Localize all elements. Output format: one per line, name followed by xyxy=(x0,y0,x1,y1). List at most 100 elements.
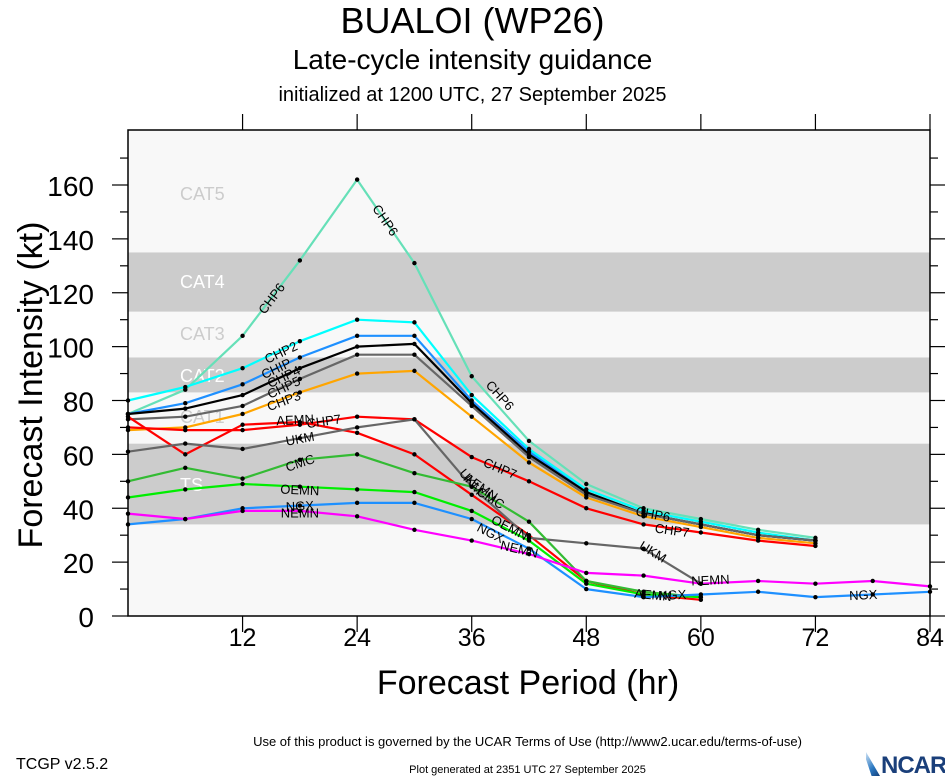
data-point-chp4 xyxy=(412,341,417,347)
data-point-chp3 xyxy=(641,514,646,519)
data-point-chp7 xyxy=(698,530,704,535)
data-point-ngx xyxy=(641,594,646,600)
band-cat3 xyxy=(128,311,930,358)
y-tick-label: 160 xyxy=(47,171,94,202)
data-point-chp3 xyxy=(297,390,303,395)
data-point-chp3 xyxy=(412,368,417,374)
data-point-oemn xyxy=(354,487,360,492)
data-point-chp6 xyxy=(412,260,417,266)
series-label-text: NGX xyxy=(285,498,314,514)
data-point-chp2 xyxy=(297,339,303,344)
data-point-cmc xyxy=(469,484,474,489)
series-label-chp6: CHP6 xyxy=(635,504,672,525)
y-tick-label: 80 xyxy=(63,387,94,418)
x-tick-label: 48 xyxy=(572,624,600,652)
data-point-chp7 xyxy=(354,414,360,419)
data-point-nemn xyxy=(698,581,704,586)
data-point-aemn xyxy=(412,452,417,457)
data-point-ngx xyxy=(870,592,875,597)
data-point-nemn xyxy=(183,516,188,522)
chart-init-time: initialized at 1200 UTC, 27 September 20… xyxy=(278,84,667,106)
data-point-ngx xyxy=(698,592,704,597)
data-point-chp7 xyxy=(469,454,474,460)
ncar-logo-text: NCAR xyxy=(881,752,945,779)
data-point-ngx xyxy=(526,546,532,551)
data-point-chp7 xyxy=(755,538,761,543)
data-point-nemn xyxy=(240,508,245,514)
x-axis-label: Forecast Period (hr) xyxy=(377,664,679,702)
data-point-chp3 xyxy=(584,495,589,500)
generated-time: Plot generated at 2351 UTC 27 September … xyxy=(409,764,646,776)
series-label-text: CHP7 xyxy=(654,520,690,540)
data-point-ngx xyxy=(755,589,761,594)
data-point-chp5 xyxy=(354,352,360,357)
data-point-nemn xyxy=(412,527,417,532)
data-point-chip xyxy=(183,400,188,406)
data-point-chp4 xyxy=(297,365,303,371)
x-tick-label: 72 xyxy=(802,624,830,652)
series-label-oemn: OEMN xyxy=(280,481,320,498)
data-point-nemn xyxy=(641,573,646,578)
x-tick-label: 84 xyxy=(916,624,944,652)
data-point-chp7 xyxy=(584,506,589,511)
y-tick-label: 20 xyxy=(63,548,94,579)
series-label-text: NGX xyxy=(658,587,687,603)
data-point-chp5 xyxy=(526,454,532,460)
data-point-chp3 xyxy=(698,524,704,530)
data-point-chp2 xyxy=(183,384,188,390)
data-point-chp3 xyxy=(469,414,474,419)
band-cat2 xyxy=(128,357,930,393)
series-label-ngx: NGX xyxy=(849,587,878,603)
data-point-chp3 xyxy=(354,371,360,376)
data-point-cmc xyxy=(354,452,360,457)
series-label-text: NEMN xyxy=(691,572,730,589)
y-tick-label: 40 xyxy=(63,494,94,525)
series-label-ngx: NGX xyxy=(285,498,314,514)
data-point-aemn xyxy=(183,452,188,457)
data-point-chp5 xyxy=(469,403,474,409)
data-point-chip xyxy=(354,333,360,339)
chart-title: BUALOI (WP26) xyxy=(340,0,605,41)
series-label-ukm: UKM xyxy=(284,429,315,449)
data-point-ngx xyxy=(297,503,303,508)
data-point-chp2 xyxy=(240,365,245,371)
series-label-nemn: NEMN xyxy=(691,572,730,589)
data-point-ukm xyxy=(183,441,188,446)
data-point-chp6 xyxy=(469,374,474,379)
data-point-oemn xyxy=(526,538,532,543)
series-points xyxy=(125,177,933,603)
data-point-nemn xyxy=(870,578,875,584)
data-point-ngx xyxy=(354,500,360,506)
data-point-ukm xyxy=(584,541,589,546)
chart-subtitle: Late-cycle intensity guidance xyxy=(292,44,653,75)
data-point-chp5 xyxy=(297,376,303,382)
data-point-chip xyxy=(412,333,417,339)
ncar-logo: NCAR xyxy=(866,752,945,780)
data-point-oemn xyxy=(584,581,589,586)
data-point-aemn xyxy=(354,430,360,436)
series-label-text: OEMN xyxy=(280,481,320,498)
data-point-chp3 xyxy=(526,460,532,465)
band-cat4 xyxy=(128,252,930,312)
data-point-chip xyxy=(297,355,303,360)
data-point-chp2 xyxy=(469,392,474,398)
data-point-ukm xyxy=(412,417,417,422)
terms-of-use-text: Use of this product is governed by the U… xyxy=(253,734,802,749)
data-point-chp5 xyxy=(183,414,188,419)
data-point-chp3 xyxy=(240,411,245,417)
data-point-chp4 xyxy=(183,406,188,411)
data-point-nemn xyxy=(584,570,589,576)
data-point-cmc xyxy=(183,465,188,471)
axes: 0 20 40 60 80 100 120 140 160 12 24 36 48 60 72 84 xyxy=(47,114,945,652)
band-cat1 xyxy=(128,392,930,444)
data-point-cmc xyxy=(297,457,303,462)
band-label-cat5: CAT5 xyxy=(180,184,225,204)
y-tick-label: 60 xyxy=(63,440,94,471)
data-point-chp7 xyxy=(813,543,818,549)
data-point-cmc xyxy=(240,476,245,481)
data-point-chp2 xyxy=(354,317,360,322)
data-point-chp6 xyxy=(297,258,303,263)
data-point-ukm xyxy=(297,436,303,441)
series-label-text: CHP6 xyxy=(635,504,672,525)
